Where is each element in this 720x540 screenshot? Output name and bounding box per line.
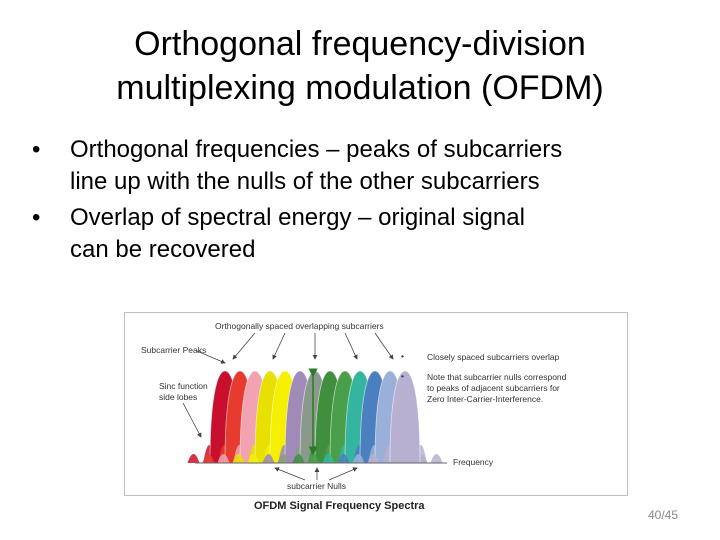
title-line-2: multiplexing modulation (OFDM) xyxy=(116,69,604,107)
sinc-side-lobe xyxy=(217,454,230,463)
note-2-line-2: to peaks of adjacent subcarriers for xyxy=(427,383,560,393)
note-bullet-icon: • xyxy=(401,351,404,361)
note-2-line-3: Zero Inter-Carrier-Interference. xyxy=(427,394,543,404)
slide-title: Orthogonal frequency-division multiplexi… xyxy=(0,22,720,110)
sinc-side-lobe xyxy=(430,454,443,463)
bullet-1-line-1: Orthogonal frequencies – peaks of subcar… xyxy=(70,136,563,163)
subcarrier-peaks-label: Subcarrier Peaks xyxy=(141,345,206,355)
subcarrier-nulls-label: subcarrier Nulls xyxy=(287,481,346,491)
ofdm-spectrum-figure: Orthogonally spaced overlapping subcarri… xyxy=(124,312,628,496)
bullet-list: • Orthogonal frequencies – peaks of subc… xyxy=(32,134,692,270)
sinc-side-lobe xyxy=(277,454,290,463)
overlapping-subcarriers-label: Orthogonally spaced overlapping subcarri… xyxy=(215,321,384,331)
sinc-side-lobe xyxy=(232,454,245,463)
note-bullet-icon: • xyxy=(401,371,404,381)
bullet-item: • Overlap of spectral energy – original … xyxy=(32,202,692,266)
frequency-label: Frequency xyxy=(453,457,494,467)
bullet-item: • Orthogonal frequencies – peaks of subc… xyxy=(32,134,692,198)
sinc-side-lobe xyxy=(352,454,365,463)
subcarrier-group xyxy=(187,370,443,464)
bullet-1-line-2: line up with the nulls of the other subc… xyxy=(70,168,540,195)
sinc-side-lobe xyxy=(247,454,260,463)
sinc-side-lobe xyxy=(322,454,335,463)
sinc-label-line-2: side lobes xyxy=(159,392,197,402)
bullet-2-line-2: can be recovered xyxy=(70,236,256,263)
sinc-side-lobe xyxy=(292,454,305,463)
spectrum-diagram: Orthogonally spaced overlapping subcarri… xyxy=(141,321,567,491)
sinc-side-lobe xyxy=(337,454,350,463)
sinc-side-lobe xyxy=(307,454,320,463)
figure-caption: OFDM Signal Frequency Spectra xyxy=(254,500,425,512)
sinc-side-lobe xyxy=(187,454,200,463)
sinc-label-line-1: Sinc function xyxy=(159,381,208,391)
sinc-side-lobe xyxy=(367,454,380,463)
title-line-1: Orthogonal frequency-division xyxy=(134,25,586,63)
note-2-line-1: Note that subcarrier nulls correspond xyxy=(427,372,567,382)
sinc-side-lobe xyxy=(202,454,215,463)
note-1: Closely spaced subcarriers overlap xyxy=(427,352,560,362)
page-number: 40/45 xyxy=(647,508,678,522)
bullet-dot-icon: • xyxy=(32,136,41,163)
bullet-2-line-1: Overlap of spectral energy – original si… xyxy=(70,204,525,231)
bullet-dot-icon: • xyxy=(32,204,41,231)
subcarrier-main-lobe xyxy=(389,370,421,464)
sinc-side-lobe xyxy=(262,454,275,463)
